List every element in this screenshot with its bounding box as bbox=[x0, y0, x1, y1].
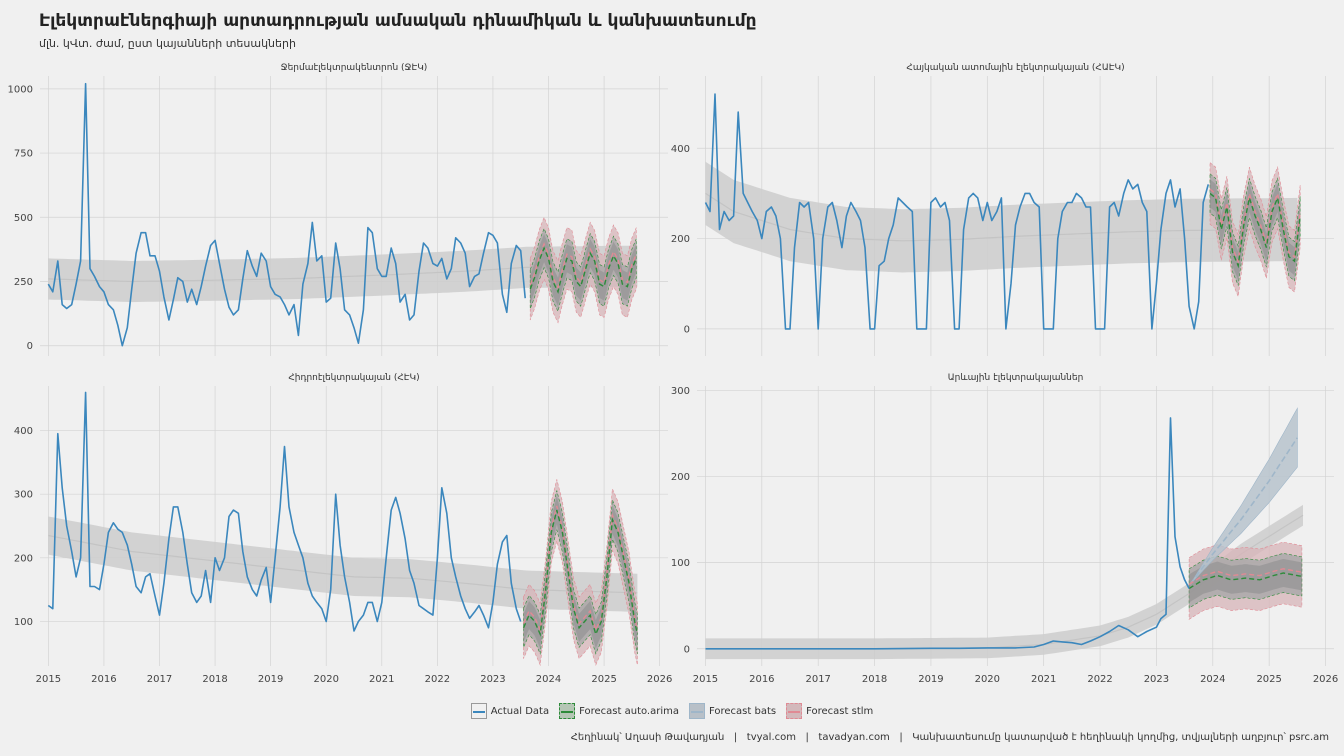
legend-swatch-actual bbox=[470, 703, 487, 719]
actual-line bbox=[47, 82, 526, 347]
bats-line bbox=[1189, 437, 1299, 585]
panel-title: Հայկական ատոմային էլեկտրակայան (ՀԱԷԿ) bbox=[906, 63, 1124, 73]
bats-band bbox=[530, 234, 637, 306]
x-tick-label: 2023 bbox=[1144, 674, 1169, 685]
actual-line bbox=[705, 417, 1190, 650]
x-tick-label: 2016 bbox=[91, 674, 116, 685]
x-tick-label: 2016 bbox=[749, 674, 774, 685]
bats-band bbox=[523, 496, 638, 649]
legend-item-bats: Forecast bats bbox=[689, 703, 776, 719]
x-tick-label: 2017 bbox=[147, 674, 172, 685]
x-tick-label: 2022 bbox=[425, 674, 450, 685]
x-tick-label: 2020 bbox=[313, 674, 338, 685]
legend: Actual Data Forecast auto.arima Forecast… bbox=[0, 703, 1344, 719]
x-tick-label: 2015 bbox=[693, 674, 718, 685]
y-tick-label: 300 bbox=[671, 386, 690, 397]
trend-line bbox=[48, 534, 638, 594]
x-tick-label: 2015 bbox=[36, 674, 61, 685]
x-tick-label: 2018 bbox=[862, 674, 887, 685]
legend-item-stlm: Forecast stlm bbox=[786, 703, 873, 719]
y-tick-label: 500 bbox=[14, 213, 33, 224]
legend-label-bats: Forecast bats bbox=[709, 705, 777, 717]
x-tick-label: 2019 bbox=[258, 674, 283, 685]
source-caption: Հեղինակ՝ Աղասի Թավադյան | tvyal.com | ta… bbox=[570, 732, 1329, 743]
stlm-line bbox=[1188, 568, 1303, 585]
y-tick-label: 400 bbox=[14, 426, 33, 437]
x-tick-label: 2022 bbox=[1087, 674, 1112, 685]
legend-label-arima: Forecast auto.arima bbox=[579, 705, 679, 717]
y-tick-label: 100 bbox=[14, 617, 33, 628]
panel-3: Հիդրոէլեկտրակայան (ՀԷԿ) 100 200 300 400 2015 2… bbox=[14, 373, 672, 685]
y-tick-label: 100 bbox=[671, 558, 690, 569]
arima-line bbox=[529, 246, 637, 294]
x-tick-label: 2024 bbox=[536, 674, 561, 685]
legend-label-stlm: Forecast stlm bbox=[806, 705, 874, 717]
y-tick-label: 0 bbox=[27, 341, 33, 352]
bats-band bbox=[1210, 179, 1301, 280]
chart-subtitle: մլն. կՎտ. ժամ, ըստ կայանների տեսակների bbox=[39, 37, 296, 50]
trend-line bbox=[705, 192, 1298, 242]
trend-band bbox=[705, 504, 1303, 660]
panel-4: Արևային էլեկտրակայաններ 0 100 200 300 2015 201… bbox=[671, 373, 1338, 685]
chart-title: Էլեկտրաէներգիայի արտադրության ամսական դի… bbox=[39, 11, 757, 31]
actual-line bbox=[47, 391, 522, 632]
stlm-line bbox=[1209, 188, 1301, 265]
legend-label-actual: Actual Data bbox=[490, 705, 550, 717]
legend-item-actual: Actual Data bbox=[470, 703, 550, 719]
y-tick-label: 0 bbox=[684, 644, 690, 655]
arima-line bbox=[1188, 572, 1303, 590]
trend-band bbox=[48, 245, 638, 303]
y-tick-label: 200 bbox=[671, 472, 690, 483]
legend-swatch-arima bbox=[559, 703, 576, 719]
x-tick-label: 2025 bbox=[591, 674, 616, 685]
bats-band bbox=[1189, 559, 1302, 603]
x-tick-label: 2026 bbox=[1313, 674, 1338, 685]
arima-line bbox=[522, 509, 639, 637]
x-tick-label: 2021 bbox=[1031, 674, 1056, 685]
actual-line bbox=[704, 93, 1210, 330]
arima-line bbox=[1209, 192, 1301, 269]
y-tick-label: 200 bbox=[14, 553, 33, 564]
x-tick-label: 2026 bbox=[647, 674, 672, 685]
y-tick-label: 200 bbox=[671, 234, 690, 245]
y-tick-label: 250 bbox=[14, 277, 33, 288]
stlm-line bbox=[529, 242, 637, 290]
x-tick-label: 2024 bbox=[1200, 674, 1225, 685]
x-tick-label: 2019 bbox=[918, 674, 943, 685]
x-tick-label: 2025 bbox=[1256, 674, 1281, 685]
panel-title: Արևային էլեկտրակայաններ bbox=[948, 373, 1084, 383]
x-tick-label: 2021 bbox=[369, 674, 394, 685]
y-tick-label: 300 bbox=[14, 490, 33, 501]
x-tick-label: 2017 bbox=[805, 674, 830, 685]
panel-2: Հայկական ատոմային էլեկտրակայան (ՀԱԷԿ) 0 20… bbox=[671, 63, 1334, 356]
legend-item-arima: Forecast auto.arima bbox=[559, 703, 679, 719]
x-tick-label: 2023 bbox=[480, 674, 505, 685]
x-tick-label: 2018 bbox=[202, 674, 227, 685]
y-tick-label: 1000 bbox=[8, 84, 33, 95]
legend-swatch-stlm bbox=[786, 703, 803, 719]
y-tick-label: 400 bbox=[671, 144, 690, 155]
legend-swatch-bats bbox=[689, 703, 705, 719]
panel-title: Ջերմաէլեկտրակենտրոն (ՋԷԿ) bbox=[281, 63, 428, 73]
y-tick-label: 0 bbox=[684, 324, 690, 335]
x-tick-label: 2020 bbox=[975, 674, 1000, 685]
panel-1: Ջերմաէլեկտրակենտրոն (ՋԷԿ) 0 250 500 750 1000 bbox=[8, 63, 668, 356]
panel-title: Հիդրոէլեկտրակայան (ՀԷԿ) bbox=[288, 373, 419, 383]
y-tick-label: 750 bbox=[14, 149, 33, 160]
